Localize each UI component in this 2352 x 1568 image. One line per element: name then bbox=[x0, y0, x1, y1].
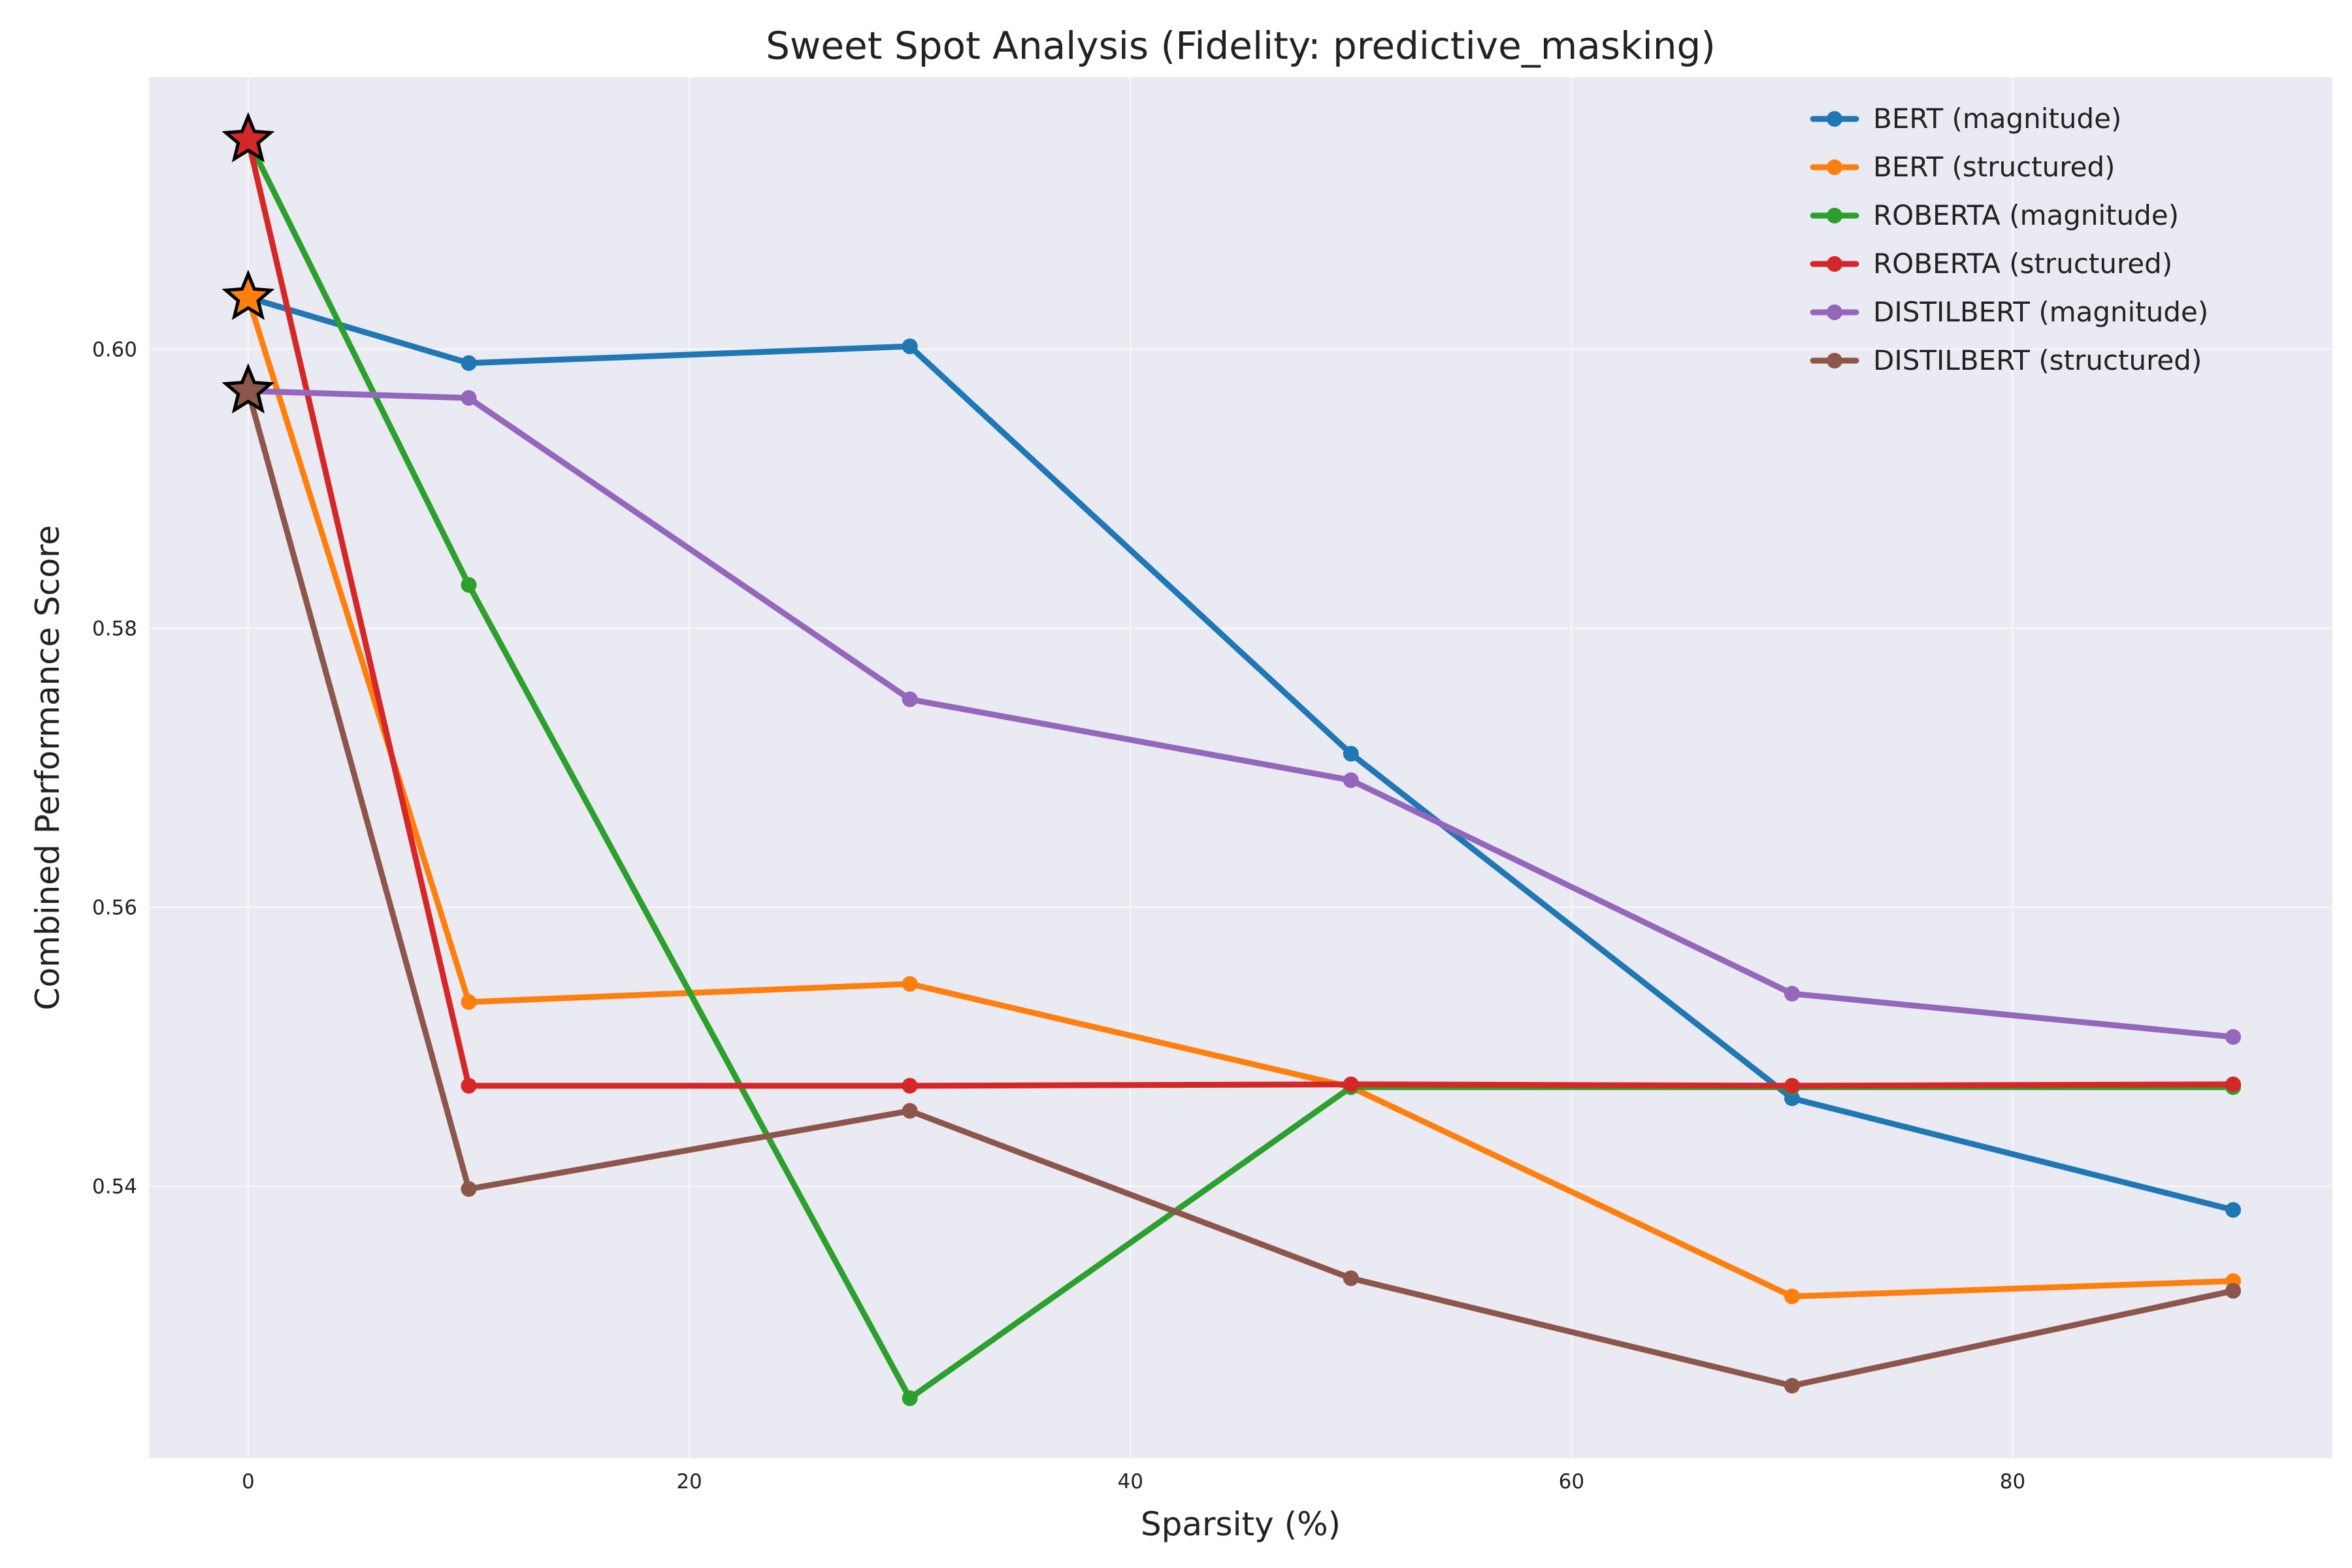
legend-label: BERT (structured) bbox=[1873, 151, 2115, 183]
legend-item: BERT (structured) bbox=[1810, 151, 2115, 183]
legend-marker bbox=[1827, 159, 1842, 175]
data-point bbox=[461, 577, 477, 593]
legend-item: DISTILBERT (magnitude) bbox=[1810, 296, 2208, 328]
data-point bbox=[902, 1077, 918, 1094]
y-tick-label: 0.60 bbox=[92, 338, 137, 361]
data-point bbox=[902, 975, 918, 992]
plot-area bbox=[149, 77, 2332, 1458]
series-line bbox=[245, 137, 2236, 1089]
legend-label: ROBERTA (structured) bbox=[1873, 248, 2172, 280]
legend-label: DISTILBERT (structured) bbox=[1873, 344, 2202, 376]
data-point bbox=[1343, 1076, 1359, 1092]
data-point bbox=[1784, 1288, 1800, 1305]
data-point bbox=[461, 1077, 477, 1094]
data-point bbox=[1784, 985, 1800, 1002]
sweet-spot-star bbox=[221, 112, 275, 163]
sweet-spot-star bbox=[221, 363, 275, 414]
y-tick-label: 0.58 bbox=[92, 617, 137, 640]
data-point bbox=[2225, 1282, 2242, 1299]
data-point bbox=[1784, 1077, 1800, 1094]
series-line bbox=[245, 388, 2236, 1389]
x-tick-label: 20 bbox=[676, 1470, 702, 1494]
tick-labels: 0 20 40 60 80 0.54 0.56 0.58 0.60 bbox=[92, 338, 2025, 1494]
data-point bbox=[1343, 1270, 1359, 1286]
series-line bbox=[245, 294, 2236, 1213]
legend-marker bbox=[1827, 208, 1842, 223]
y-tick-label: 0.56 bbox=[92, 896, 137, 920]
legend-item: ROBERTA (magnitude) bbox=[1810, 199, 2179, 231]
legend: BERT (magnitude) BERT (structured) ROBERTA… bbox=[1810, 103, 2208, 376]
legend-item: ROBERTA (structured) bbox=[1810, 248, 2172, 280]
data-point bbox=[2225, 1029, 2242, 1045]
x-tick-label: 0 bbox=[242, 1470, 255, 1494]
sweet-spot-markers bbox=[221, 112, 275, 414]
legend-label: DISTILBERT (magnitude) bbox=[1873, 296, 2208, 328]
series-line bbox=[245, 388, 2236, 1040]
data-point bbox=[1343, 745, 1359, 762]
data-point bbox=[902, 338, 918, 355]
data-point bbox=[1784, 1090, 1800, 1107]
y-axis-label: Combined Performance Score bbox=[29, 525, 67, 1011]
data-point bbox=[902, 691, 918, 708]
data-point bbox=[461, 355, 477, 371]
chart-title: Sweet Spot Analysis (Fidelity: predictiv… bbox=[766, 24, 1716, 68]
grid-lines bbox=[149, 77, 2332, 1458]
data-point bbox=[1343, 772, 1359, 789]
sweet-spot-star bbox=[221, 269, 275, 320]
series-line bbox=[245, 294, 2236, 1299]
data-point bbox=[461, 390, 477, 406]
data-point bbox=[1784, 1377, 1800, 1394]
legend-item: BERT (magnitude) bbox=[1810, 103, 2121, 135]
series bbox=[240, 383, 2242, 1045]
x-tick-label: 40 bbox=[1117, 1470, 1143, 1494]
data-point bbox=[2225, 1201, 2242, 1218]
data-point bbox=[2225, 1076, 2242, 1092]
x-tick-label: 80 bbox=[2000, 1470, 2025, 1494]
y-tick-label: 0.54 bbox=[92, 1175, 137, 1199]
legend-marker bbox=[1827, 111, 1842, 127]
legend-label: BERT (magnitude) bbox=[1873, 103, 2121, 135]
legend-marker bbox=[1827, 353, 1842, 368]
data-point bbox=[902, 1390, 918, 1407]
data-point bbox=[461, 1181, 477, 1197]
legend-label: ROBERTA (magnitude) bbox=[1873, 199, 2179, 231]
x-axis-label: Sparsity (%) bbox=[1141, 1505, 1341, 1543]
legend-marker bbox=[1827, 256, 1842, 272]
x-tick-label: 60 bbox=[1559, 1470, 1584, 1494]
series-layer bbox=[240, 132, 2242, 1407]
data-point bbox=[461, 994, 477, 1010]
legend-item: DISTILBERT (structured) bbox=[1810, 344, 2202, 376]
legend-marker bbox=[1827, 304, 1842, 320]
data-point bbox=[902, 1103, 918, 1119]
